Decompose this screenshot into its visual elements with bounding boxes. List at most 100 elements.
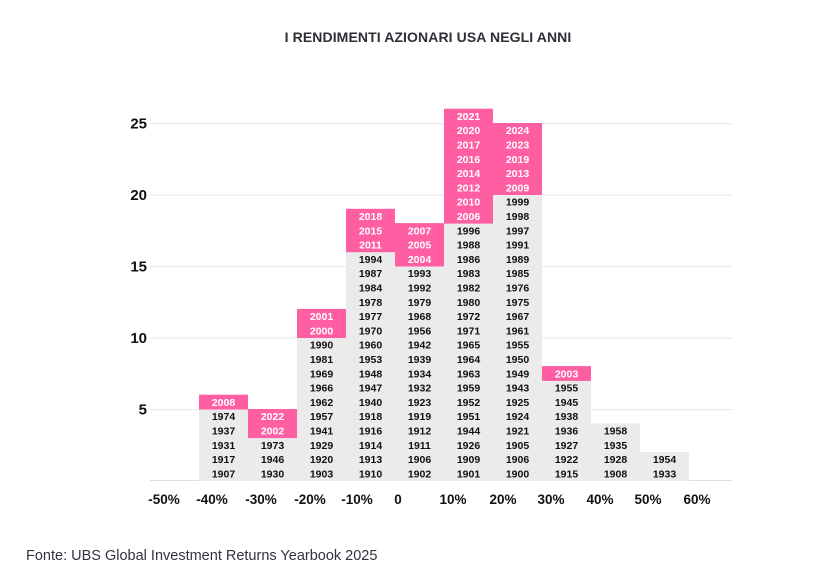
year-blocks: 1907 1917 1931 1937 1974 2008 1930 1946 1973 2002…	[199, 108, 689, 481]
year-label: 1975	[506, 297, 530, 309]
year-cell	[346, 409, 395, 424]
year-label: 1944	[457, 425, 481, 437]
year-cell	[444, 437, 493, 453]
year-label: 1982	[457, 282, 481, 294]
year-label: 1974	[212, 411, 236, 423]
year-label: 1918	[359, 411, 383, 423]
year-cell-highlight	[493, 151, 542, 167]
year-label: 1942	[408, 340, 432, 352]
year-cell-highlight	[444, 180, 493, 195]
year-cell	[493, 208, 542, 224]
year-label: 1981	[310, 354, 334, 366]
year-label: 1908	[604, 468, 628, 480]
year-cell	[395, 437, 444, 453]
year-label: 1935	[604, 440, 628, 452]
year-label: 1901	[457, 468, 481, 480]
year-label-highlight: 2007	[408, 225, 432, 237]
year-cell	[297, 394, 346, 410]
y-tick-label: 25	[130, 116, 147, 133]
x-axis-ticks: -50% -40% -30% -20% -10% 0 10% 20% 30% 40% 50% 60%	[148, 492, 710, 507]
year-cell	[444, 451, 493, 467]
year-label: 1955	[555, 383, 579, 395]
year-cell	[542, 423, 591, 439]
year-label-highlight: 2004	[408, 254, 432, 266]
year-cell-highlight	[297, 308, 346, 324]
year-cell	[395, 308, 444, 324]
year-cell	[542, 451, 591, 467]
y-tick-label: 15	[130, 259, 147, 276]
year-label: 1973	[261, 440, 285, 452]
year-cell	[346, 351, 395, 367]
year-cell	[444, 423, 493, 439]
year-cell	[395, 409, 444, 424]
year-cell	[444, 351, 493, 367]
year-label: 1962	[310, 397, 334, 409]
year-label: 1989	[506, 254, 530, 266]
year-cell	[493, 251, 542, 267]
year-label: 1994	[359, 254, 383, 266]
year-cell	[346, 337, 395, 353]
year-label-highlight: 2022	[261, 411, 285, 423]
x-tick-label: -30%	[245, 492, 277, 507]
year-cell	[444, 308, 493, 324]
year-cell-highlight	[444, 137, 493, 153]
year-label: 1900	[506, 468, 530, 480]
year-cell	[199, 409, 248, 424]
x-tick-label: -50%	[148, 492, 180, 507]
year-label-highlight: 2001	[310, 311, 334, 323]
year-cell-highlight	[346, 223, 395, 238]
year-cell	[444, 380, 493, 396]
year-cell	[444, 294, 493, 310]
year-label: 1992	[408, 282, 432, 294]
year-cell-highlight	[493, 165, 542, 181]
x-tick-label: 40%	[586, 492, 613, 507]
year-label-highlight: 2011	[359, 240, 382, 252]
year-cell	[395, 423, 444, 439]
year-cell	[395, 394, 444, 410]
year-label: 1965	[457, 340, 481, 352]
year-label: 1984	[359, 282, 383, 294]
year-label: 1943	[506, 383, 530, 395]
year-label: 1928	[604, 454, 628, 466]
year-cell	[395, 351, 444, 367]
year-label: 1967	[506, 311, 530, 323]
year-cell	[346, 366, 395, 381]
year-label: 1988	[457, 240, 481, 252]
year-label-highlight: 2006	[457, 211, 481, 223]
year-label: 1980	[457, 297, 481, 309]
year-cell	[199, 451, 248, 467]
year-label-highlight: 2016	[457, 154, 481, 166]
year-cell-highlight	[444, 151, 493, 167]
year-label: 1997	[506, 225, 530, 237]
year-label: 1978	[359, 297, 383, 309]
year-cell	[493, 380, 542, 396]
year-label: 1931	[212, 440, 236, 452]
year-label: 1958	[604, 425, 628, 437]
year-label: 1906	[408, 454, 432, 466]
year-label-highlight: 2021	[457, 111, 481, 123]
year-label: 1911	[408, 440, 431, 452]
year-cell	[346, 251, 395, 267]
year-cell	[444, 337, 493, 353]
year-cell	[493, 266, 542, 281]
year-cell	[542, 380, 591, 396]
year-label: 1909	[457, 454, 481, 466]
year-cell	[297, 351, 346, 367]
year-cell-highlight	[444, 165, 493, 181]
year-label: 1915	[555, 468, 579, 480]
year-label: 1912	[408, 425, 432, 437]
year-cell	[493, 280, 542, 296]
year-cell	[542, 437, 591, 453]
source-note: Fonte: UBS Global Investment Returns Yea…	[26, 548, 378, 564]
year-cell	[395, 323, 444, 338]
year-label-highlight: 2023	[506, 139, 530, 151]
year-label-highlight: 2008	[212, 397, 236, 409]
year-label: 1996	[457, 225, 481, 237]
year-label: 1939	[408, 354, 432, 366]
year-cell	[444, 266, 493, 281]
year-label-highlight: 2020	[457, 125, 481, 137]
year-label: 1930	[261, 468, 285, 480]
year-label-highlight: 2012	[457, 182, 481, 194]
year-label: 1926	[457, 440, 481, 452]
